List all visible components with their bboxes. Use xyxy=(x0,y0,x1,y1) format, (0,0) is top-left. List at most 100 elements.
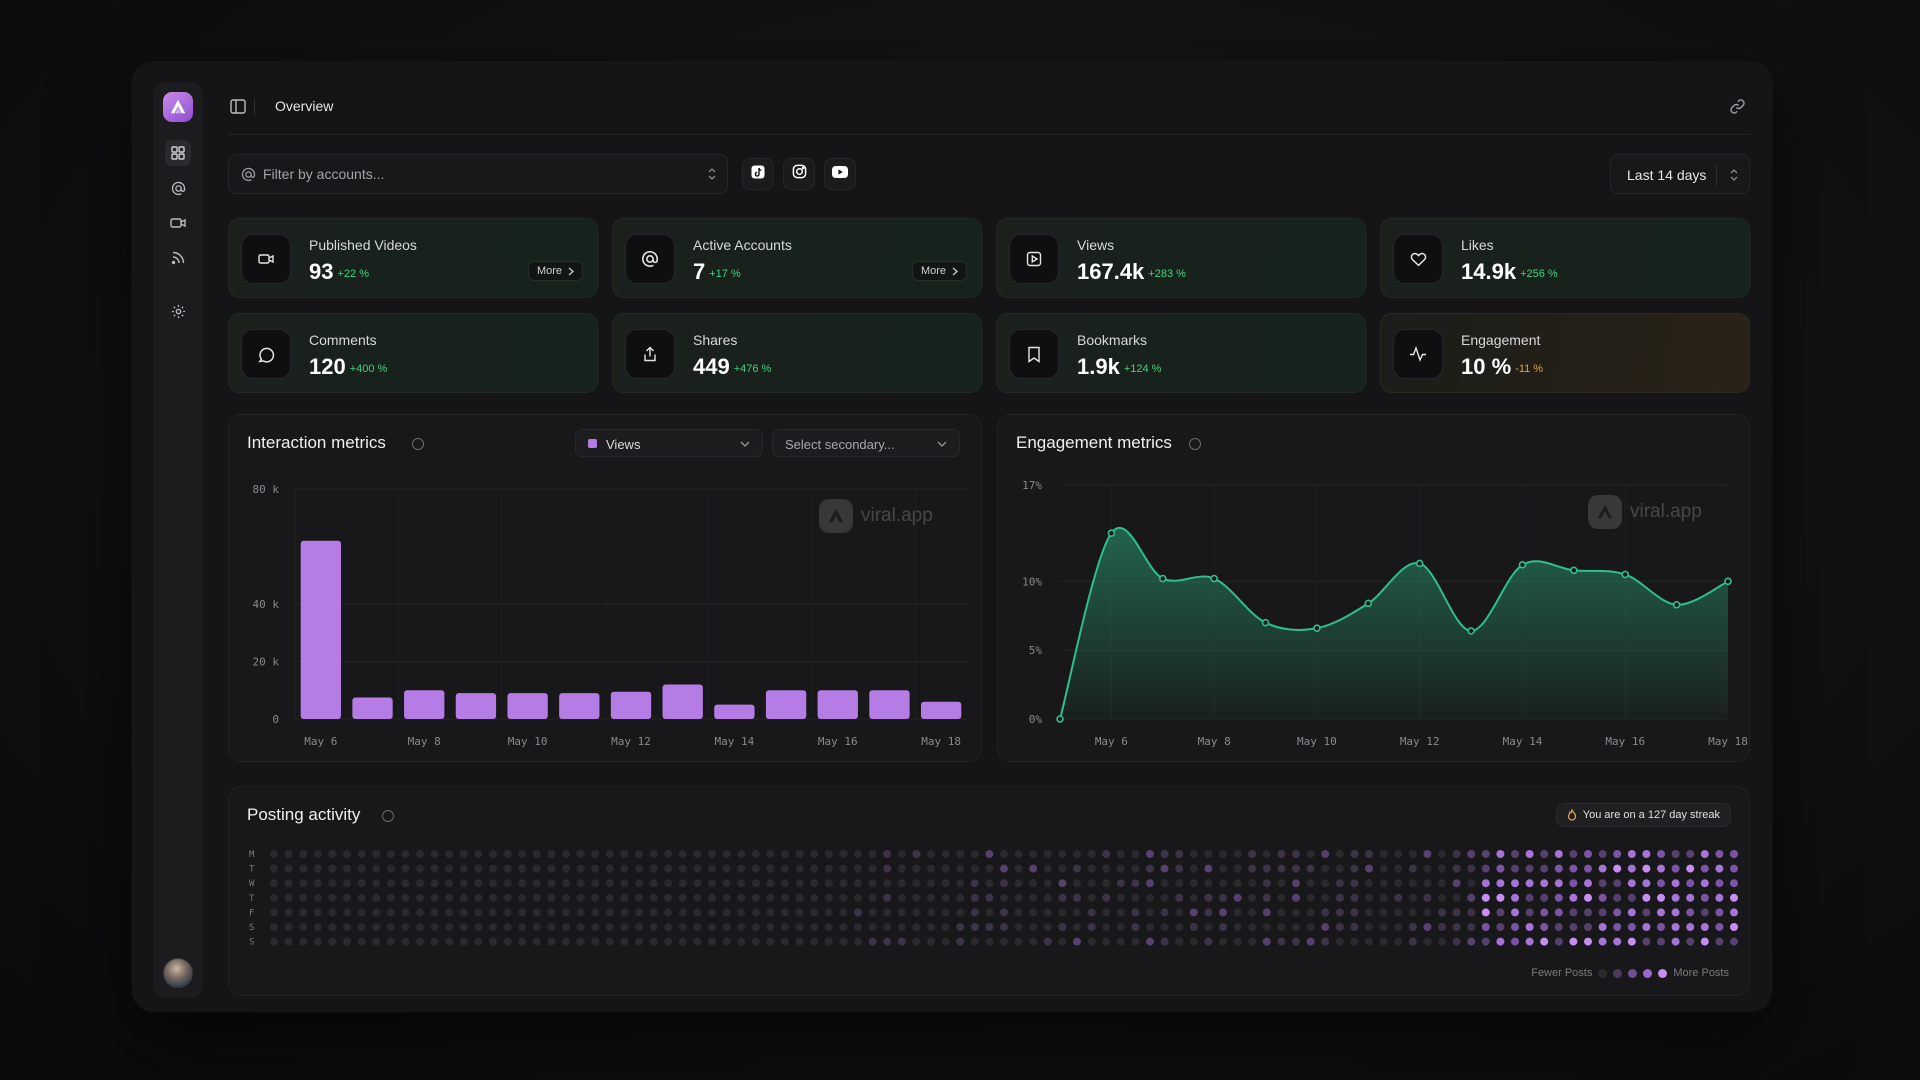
activity-dot xyxy=(1627,864,1636,873)
activity-dot xyxy=(1204,864,1213,873)
feed-icon[interactable] xyxy=(165,245,191,271)
sidebar-toggle-icon[interactable] xyxy=(230,99,246,119)
activity-dot xyxy=(328,879,337,888)
activity-dot xyxy=(1014,879,1023,888)
primary-metric-select[interactable]: Views xyxy=(575,429,763,457)
activity-dot xyxy=(766,879,775,888)
more-button[interactable]: More xyxy=(911,261,967,281)
activity-dot xyxy=(1233,937,1242,946)
activity-dot xyxy=(1175,893,1184,902)
activity-dot xyxy=(1496,850,1505,858)
posting-activity-title: Posting activity xyxy=(247,805,361,824)
x-tick-label: May 14 xyxy=(715,735,755,748)
x-tick-label: May 16 xyxy=(818,735,858,748)
activity-dot xyxy=(1496,908,1505,917)
activity-dot xyxy=(372,908,381,917)
streak-text: You are on a 127 day streak xyxy=(1582,809,1720,821)
activity-dot xyxy=(1540,879,1549,888)
activity-dot xyxy=(1350,937,1359,946)
activity-dot xyxy=(1627,893,1636,902)
activity-dot xyxy=(678,937,687,946)
day-label: S xyxy=(249,938,254,948)
settings-gear-icon[interactable] xyxy=(165,298,191,324)
activity-dot xyxy=(445,893,454,902)
app-logo-icon[interactable] xyxy=(163,92,193,122)
stat-card-engagement[interactable]: Engagement 10 % -11 % xyxy=(1380,313,1750,393)
series-line xyxy=(1059,526,1729,720)
videos-icon[interactable] xyxy=(165,210,191,236)
activity-dot xyxy=(1715,893,1724,902)
user-avatar[interactable] xyxy=(163,958,193,988)
stat-change: +283 % xyxy=(1148,268,1186,280)
activity-dot xyxy=(1350,850,1359,858)
data-point xyxy=(1107,529,1116,537)
activity-dot xyxy=(664,850,673,858)
stat-card-active-accounts[interactable]: Active Accounts 7 +17 % More xyxy=(612,218,982,298)
activity-dot xyxy=(1540,864,1549,873)
activity-dot xyxy=(1584,908,1592,917)
activity-dot xyxy=(605,893,614,902)
accounts-at-icon[interactable] xyxy=(165,175,191,201)
stat-card-published-videos[interactable]: Published Videos 93 +22 % More xyxy=(228,218,598,298)
activity-dot xyxy=(897,923,906,931)
account-filter-input[interactable] xyxy=(263,155,683,193)
activity-dot xyxy=(1204,937,1213,946)
activity-dot xyxy=(1146,908,1154,917)
activity-dot xyxy=(824,864,833,873)
stat-card-views[interactable]: Views 167.4k +283 % xyxy=(996,218,1366,298)
activity-dot xyxy=(562,850,570,858)
instagram-filter-button[interactable] xyxy=(783,158,815,190)
activity-dot xyxy=(1233,893,1242,902)
tiktok-filter-button[interactable] xyxy=(742,158,774,190)
activity-dot xyxy=(532,864,541,873)
youtube-filter-button[interactable] xyxy=(824,158,856,190)
info-icon[interactable] xyxy=(382,810,394,822)
more-button[interactable]: More xyxy=(527,261,583,281)
legend-dot xyxy=(1658,968,1668,978)
stat-card-comments[interactable]: Comments 120 +400 % xyxy=(228,313,598,393)
link-icon[interactable] xyxy=(1729,98,1746,120)
activity-dot xyxy=(1058,893,1067,902)
activity-dot xyxy=(562,893,570,902)
activity-dot xyxy=(1452,908,1461,917)
activity-dot xyxy=(868,879,877,888)
activity-dot xyxy=(299,864,308,873)
activity-dot xyxy=(664,923,673,931)
at-icon xyxy=(241,167,256,187)
stat-card-shares[interactable]: Shares 449 +476 % xyxy=(612,313,982,393)
activity-dot xyxy=(1000,923,1008,931)
activity-dot xyxy=(474,850,483,858)
activity-dot xyxy=(1131,908,1140,917)
activity-dot xyxy=(1233,908,1242,917)
activity-dot xyxy=(1043,908,1052,917)
activity-dot xyxy=(1481,937,1490,946)
activity-dot xyxy=(1481,893,1490,902)
bar xyxy=(920,701,962,719)
activity-dot xyxy=(1554,908,1563,917)
info-icon[interactable] xyxy=(412,438,424,450)
activity-dot xyxy=(824,937,833,946)
activity-dot xyxy=(1467,908,1476,917)
bookmark-icon xyxy=(1009,329,1059,379)
account-filter[interactable] xyxy=(228,154,728,194)
activity-dot xyxy=(635,923,643,931)
activity-dot xyxy=(503,908,512,917)
activity-dot xyxy=(1700,937,1709,946)
activity-dot xyxy=(1248,850,1257,858)
activity-dot xyxy=(1248,879,1257,888)
activity-dot xyxy=(1438,908,1446,917)
date-range-select[interactable]: Last 14 days xyxy=(1610,154,1750,194)
info-icon[interactable] xyxy=(1189,438,1201,450)
x-tick-label: May 6 xyxy=(304,735,337,748)
stat-card-likes[interactable]: Likes 14.9k +256 % xyxy=(1380,218,1750,298)
activity-dot xyxy=(854,908,862,917)
secondary-metric-select[interactable]: Select secondary... xyxy=(772,429,960,457)
activity-dot xyxy=(299,893,308,902)
dashboard-icon[interactable] xyxy=(165,140,191,166)
activity-dot xyxy=(883,908,892,917)
activity-dot xyxy=(1335,908,1344,917)
activity-dot xyxy=(1306,937,1315,946)
chevron-updown-icon[interactable] xyxy=(707,167,717,186)
activity-dot xyxy=(1394,908,1403,917)
stat-card-bookmarks[interactable]: Bookmarks 1.9k +124 % xyxy=(996,313,1366,393)
